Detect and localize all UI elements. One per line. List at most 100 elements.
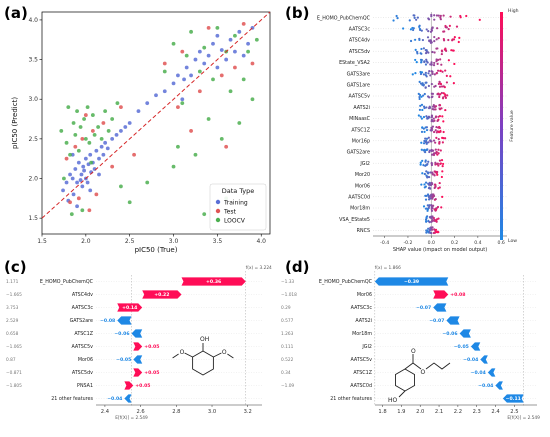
- scatter-point: [92, 132, 97, 137]
- panel-d: (d) −0.39 −1.33 E_HOMO_PubChemQC +0.08 −1.01…: [275, 255, 550, 433]
- shap-point: [422, 142, 426, 145]
- shap-point: [435, 14, 439, 17]
- shap-point: [425, 229, 428, 232]
- scatter-point: [182, 77, 186, 82]
- shap-point: [444, 108, 447, 112]
- scatter-point: [68, 152, 72, 157]
- x-tick-label: 4.0: [256, 238, 266, 245]
- shap-point: [442, 130, 445, 134]
- scatter-point: [80, 136, 85, 141]
- shap-point: [392, 19, 395, 22]
- shap-point: [433, 170, 436, 173]
- feature-value: −1.805: [6, 383, 22, 389]
- shap-point: [422, 47, 425, 50]
- feature-value: −1.065: [6, 344, 22, 350]
- feature-label: EState_VSA2: [339, 60, 370, 66]
- scatter-point: [59, 129, 64, 133]
- oh-group-label: OH: [200, 336, 209, 343]
- scatter-point: [202, 212, 207, 217]
- shap-point: [430, 228, 434, 231]
- shap-point: [432, 193, 435, 196]
- shap-point: [422, 73, 426, 76]
- shap-point: [434, 129, 437, 132]
- shap-point: [402, 27, 405, 30]
- shap-point: [427, 17, 430, 20]
- scatter-point: [75, 180, 79, 185]
- x-tick-label: 1.8: [378, 409, 386, 415]
- scatter-point: [76, 148, 81, 153]
- feature-label: 21 other features: [330, 396, 372, 402]
- x-tick-label: 2.0: [81, 238, 91, 245]
- shap-point: [420, 148, 423, 151]
- shap-waterfall-chart-c: (c) +0.36 1.171 E_HOMO_PubChemQC +0.22 −1.66…: [4, 258, 272, 421]
- scatter-point: [184, 65, 189, 70]
- shap-point: [427, 198, 431, 201]
- y-tick-label: 3.5: [28, 57, 38, 64]
- shap-point: [428, 231, 432, 234]
- shap-point: [420, 61, 423, 64]
- shap-point: [431, 26, 434, 30]
- scatter-point: [68, 200, 72, 205]
- feature-label: E_HOMO_PubChemQC: [40, 279, 94, 285]
- shap-point: [431, 153, 434, 156]
- feature-value: 1.171: [6, 279, 19, 285]
- shap-point: [436, 27, 439, 30]
- shap-point: [422, 205, 426, 208]
- feature-value: −1.33: [281, 279, 294, 285]
- shap-point: [427, 194, 430, 197]
- shap-point: [443, 48, 446, 51]
- shap-point: [430, 92, 433, 95]
- shap-point: [438, 104, 441, 107]
- shap-point: [440, 159, 444, 162]
- shap-point: [419, 161, 422, 164]
- waterfall-bar: [502, 394, 524, 403]
- methoxy-bond-right: [213, 352, 222, 358]
- scatter-point: [233, 65, 237, 70]
- shap-point: [430, 129, 433, 132]
- shap-point: [421, 126, 424, 129]
- scatter-point: [197, 69, 202, 74]
- scatter-point: [97, 172, 101, 177]
- ho-group-label: HO: [388, 397, 398, 404]
- shap-point: [438, 140, 441, 144]
- shap-point: [437, 14, 440, 17]
- shap-point: [429, 171, 432, 174]
- shap-point: [436, 62, 439, 65]
- waterfall-bar: [133, 342, 143, 351]
- shap-point: [433, 51, 436, 54]
- shap-point: [431, 72, 434, 76]
- shap-point: [437, 82, 440, 85]
- waterfall-bar: [433, 303, 447, 312]
- shap-point: [415, 18, 418, 21]
- shap-point: [438, 186, 441, 189]
- bar-value-label: −0.04: [107, 396, 122, 402]
- shap-point: [428, 204, 431, 207]
- shap-point: [442, 162, 445, 166]
- scatter-point: [176, 144, 180, 149]
- shap-point: [439, 149, 442, 152]
- shap-point: [439, 58, 442, 61]
- shap-summary-chart: (b) E_HOMO_PubChemQC AATSC3c ATSC4dv ATSC5d…: [285, 4, 519, 253]
- panel-label-d: (d): [285, 258, 309, 276]
- shap-point: [424, 207, 427, 210]
- shap-point: [426, 36, 430, 39]
- shap-point: [424, 137, 427, 140]
- carbonyl-o-label: O: [411, 348, 416, 355]
- shap-point: [422, 115, 426, 119]
- waterfall-bar: [133, 368, 143, 377]
- shap-point: [435, 58, 438, 61]
- waterfall-bar: [495, 381, 503, 390]
- shap-point: [431, 105, 435, 108]
- scatter-point: [80, 208, 85, 213]
- scatter-point: [73, 144, 78, 149]
- shap-point: [408, 19, 411, 22]
- shap-point: [438, 85, 442, 88]
- bar-value-label: −0.06: [442, 331, 457, 337]
- feature-value: 3.753: [6, 305, 19, 311]
- scatter-point: [90, 129, 95, 133]
- shap-point: [435, 38, 438, 41]
- shap-point: [436, 162, 439, 165]
- identity-line: [41, 11, 271, 219]
- scatter-point: [64, 140, 69, 145]
- shap-point: [422, 105, 426, 108]
